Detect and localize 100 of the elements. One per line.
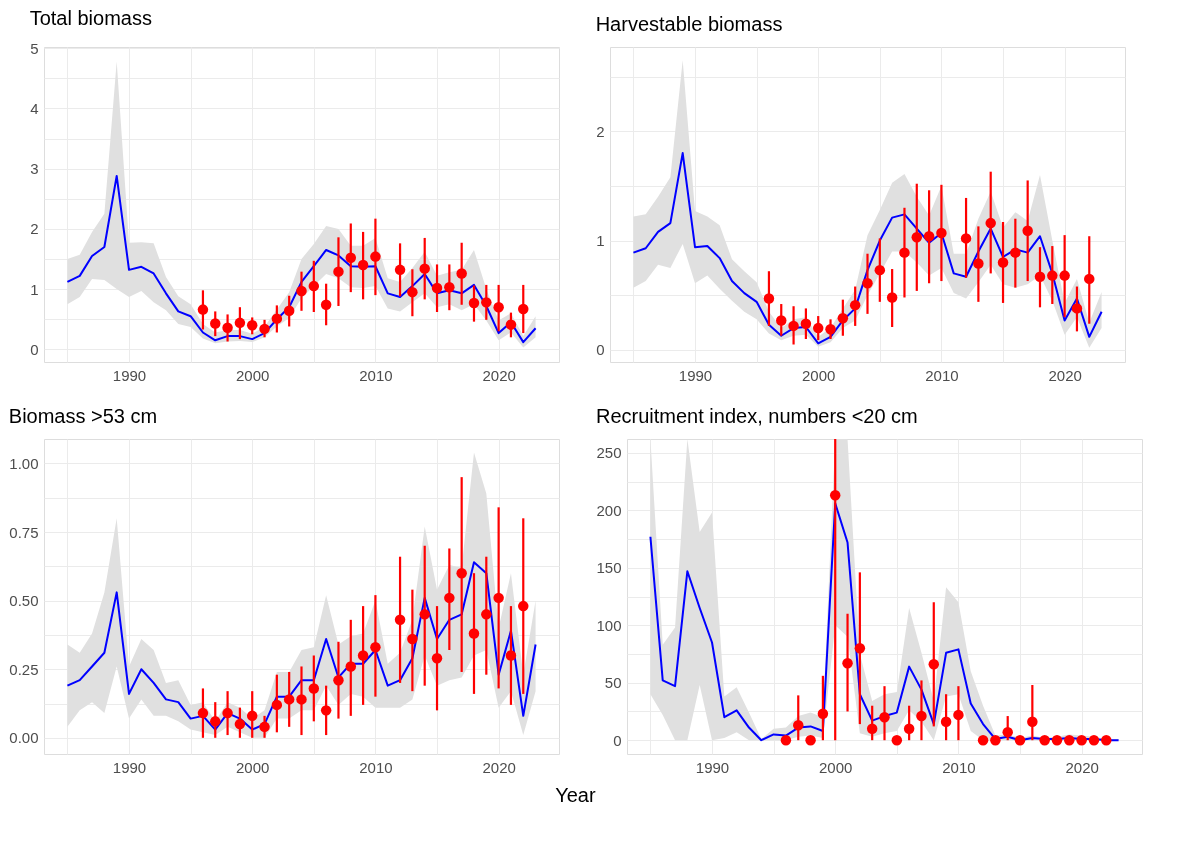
point [320, 299, 332, 311]
point [973, 258, 984, 269]
line-series [66, 174, 537, 344]
point [407, 633, 418, 645]
point [1051, 734, 1063, 746]
x-tick-label: 2000 [236, 758, 270, 776]
point [1059, 270, 1070, 281]
point [444, 282, 455, 293]
y-tick-label: 200 [596, 501, 622, 519]
point [825, 323, 836, 335]
x-tick-label: 2010 [359, 758, 393, 776]
point [210, 716, 221, 727]
point [296, 694, 307, 705]
point [493, 301, 504, 313]
point [886, 292, 898, 303]
point [842, 657, 853, 669]
point [518, 600, 529, 612]
y-tick-label: 50 [604, 674, 622, 692]
point [308, 683, 320, 694]
point [283, 694, 295, 705]
point [370, 251, 381, 262]
point [456, 567, 467, 579]
y-tick-label: 150 [596, 559, 622, 577]
point [793, 720, 804, 731]
y-tick-label: 100 [596, 616, 622, 634]
y-tick-label: 3 [30, 160, 39, 178]
y-tick-label: 0.00 [9, 729, 39, 747]
point [879, 711, 890, 723]
line-series [632, 152, 1103, 345]
y-tick-label: 0.25 [9, 660, 39, 678]
x-tick-label: 2020 [482, 366, 516, 384]
x-tick-label: 2010 [925, 366, 959, 384]
point [1084, 273, 1095, 285]
point [800, 318, 812, 329]
point [419, 263, 430, 274]
point [854, 643, 866, 654]
point [990, 734, 1001, 746]
point [940, 716, 952, 728]
point [805, 734, 816, 746]
chart-title: Recruitment index, numbers <20 cm [595, 405, 918, 427]
point [234, 317, 246, 329]
point [468, 628, 480, 639]
point [916, 710, 927, 722]
y-tick-label: 2 [30, 220, 39, 238]
point [1010, 247, 1021, 258]
x-tick-label: 2000 [236, 366, 270, 384]
point [997, 257, 1009, 268]
point [1047, 270, 1058, 281]
point [431, 282, 443, 294]
point [1002, 726, 1013, 738]
y-tick-label: 0 [613, 731, 622, 749]
y-tick-label: 1 [30, 280, 39, 298]
point [197, 707, 209, 719]
point [1014, 734, 1026, 746]
point [874, 264, 886, 276]
point [763, 293, 775, 304]
point [1022, 225, 1033, 236]
point [788, 320, 799, 332]
x-tick-label: 1990 [678, 366, 713, 384]
point [953, 709, 964, 721]
point [481, 609, 492, 620]
point [271, 699, 283, 711]
point [246, 320, 258, 331]
point [829, 490, 841, 501]
point [977, 734, 989, 746]
point [1027, 716, 1038, 728]
point [357, 650, 369, 661]
point [936, 227, 947, 239]
chart-title: Harvestable biomass [595, 13, 783, 35]
point [394, 264, 406, 276]
point [928, 659, 940, 670]
point [923, 230, 935, 242]
point [320, 705, 332, 716]
point [222, 707, 233, 719]
y-tick-label: 1 [596, 232, 605, 250]
point [817, 708, 829, 719]
y-tick-label: 2 [596, 122, 605, 140]
point [444, 592, 455, 604]
point [407, 286, 418, 298]
point [780, 734, 792, 746]
point [985, 217, 996, 229]
point [911, 232, 923, 243]
point [357, 259, 369, 271]
point [246, 710, 258, 722]
point [345, 661, 357, 672]
point [283, 305, 295, 317]
point [370, 642, 381, 653]
point [259, 323, 270, 335]
chart-title: Biomass >53 cm [8, 405, 158, 427]
x-tick-label: 2010 [942, 758, 976, 776]
point [1034, 271, 1046, 282]
point [1101, 734, 1112, 746]
point [259, 721, 270, 733]
x-tick-label: 1990 [112, 366, 147, 384]
chart-title: Total biomass [29, 7, 152, 30]
point [891, 734, 903, 746]
point [505, 319, 517, 330]
point [431, 653, 443, 664]
line-series [66, 561, 537, 731]
x-axis-title: Year [555, 783, 596, 806]
